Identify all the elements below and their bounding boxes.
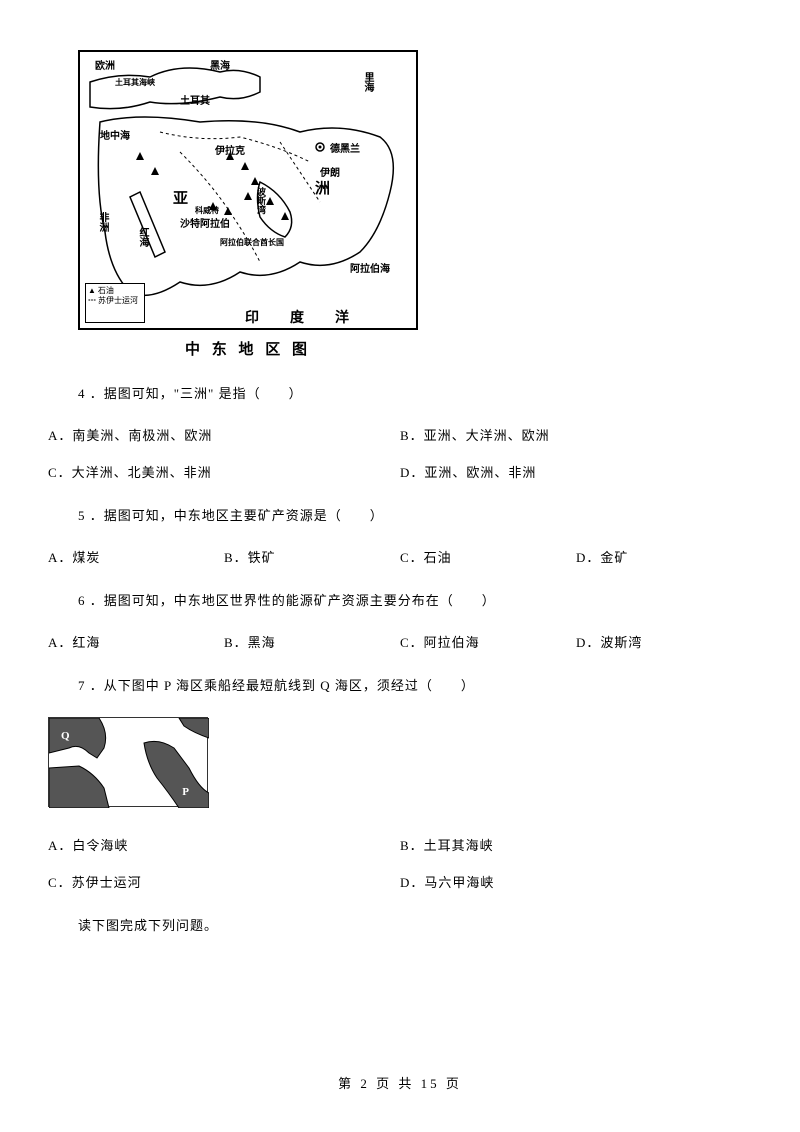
label-asia: 亚 (173, 187, 188, 208)
label-africa: 非洲 (95, 212, 110, 232)
legend-oil: 石油 (98, 286, 114, 295)
q5-option-a: A．煤炭 (48, 547, 224, 566)
label-yang: 洋 (335, 307, 349, 327)
label-red: 红海 (135, 227, 150, 247)
label-du: 度 (290, 307, 304, 327)
map-container: 欧洲 黑海 土耳其海峡 土耳其 里海 地中海 伊拉克 德黑兰 伊朗 亚 洲 非洲… (78, 50, 752, 359)
label-iraq: 伊拉克 (215, 142, 245, 157)
q7-option-a: A．白令海峡 (48, 835, 400, 854)
label-saudi: 沙特阿拉伯 (180, 215, 230, 230)
strait-image: Q P (48, 717, 208, 807)
question-6: 6 ．据图可知，中东地区世界性的能源矿产资源主要分布在（ ） (78, 588, 752, 614)
question-7-options: A．白令海峡 B．土耳其海峡 C．苏伊士运河 D．马六甲海峡 (48, 835, 752, 891)
q6-option-b: B．黑海 (224, 632, 400, 651)
map-title: 中 东 地 区 图 (78, 338, 418, 359)
q4-option-b: B．亚洲、大洋洲、欧洲 (400, 425, 752, 444)
q6-option-a: A．红海 (48, 632, 224, 651)
question-6-options: A．红海 B．黑海 C．阿拉伯海 D．波斯湾 (48, 632, 752, 651)
q4-option-c: C．大洋洲、北美洲、非洲 (48, 462, 400, 481)
map-legend: ▲ 石油 ┅ 苏伊士运河 (85, 283, 145, 323)
label-zhou: 洲 (315, 177, 330, 198)
label-indian: 印 (245, 307, 259, 327)
q4-option-a: A．南美洲、南极洲、欧洲 (48, 425, 400, 444)
page-footer: 第 2 页 共 15 页 (0, 1073, 800, 1092)
label-turkey: 土耳其 (180, 92, 210, 107)
strait-label-p: P (182, 786, 189, 798)
label-arabian-sea: 阿拉伯海 (350, 260, 390, 275)
q6-option-c: C．阿拉伯海 (400, 632, 576, 651)
q7-option-d: D．马六甲海峡 (400, 872, 752, 891)
question-7: 7 ．从下图中 P 海区乘船经最短航线到 Q 海区，须经过（ ） (78, 673, 752, 699)
question-4: 4 ．据图可知，"三洲" 是指（ ） (78, 381, 752, 407)
q7-option-c: C．苏伊士运河 (48, 872, 400, 891)
q7-option-b: B．土耳其海峡 (400, 835, 752, 854)
label-mediterranean: 地中海 (100, 127, 130, 142)
map-image: 欧洲 黑海 土耳其海峡 土耳其 里海 地中海 伊拉克 德黑兰 伊朗 亚 洲 非洲… (78, 50, 418, 330)
label-blacksea: 黑海 (210, 57, 230, 72)
question-5: 5 ．据图可知，中东地区主要矿产资源是（ ） (78, 503, 752, 529)
legend-suez: 苏伊士运河 (98, 296, 138, 305)
label-persian: 波斯湾 (255, 187, 268, 214)
q5-option-c: C．石油 (400, 547, 576, 566)
question-5-options: A．煤炭 B．铁矿 C．石油 D．金矿 (48, 547, 752, 566)
q5-option-d: D．金矿 (576, 547, 752, 566)
label-caspian: 里海 (360, 72, 375, 92)
strait-label-q: Q (61, 730, 70, 742)
label-tehran: 德黑兰 (330, 140, 360, 155)
q5-option-b: B．铁矿 (224, 547, 400, 566)
question-4-options: A．南美洲、南极洲、欧洲 B．亚洲、大洋洲、欧洲 C．大洋洲、北美洲、非洲 D．… (48, 425, 752, 481)
q4-option-d: D．亚洲、欧洲、非洲 (400, 462, 752, 481)
label-europe: 欧洲 (95, 57, 115, 72)
q6-option-d: D．波斯湾 (576, 632, 752, 651)
instruction-text: 读下图完成下列问题。 (78, 913, 752, 939)
label-turkey-strait: 土耳其海峡 (115, 77, 155, 88)
label-uae: 阿拉伯联合酋长国 (220, 237, 284, 248)
